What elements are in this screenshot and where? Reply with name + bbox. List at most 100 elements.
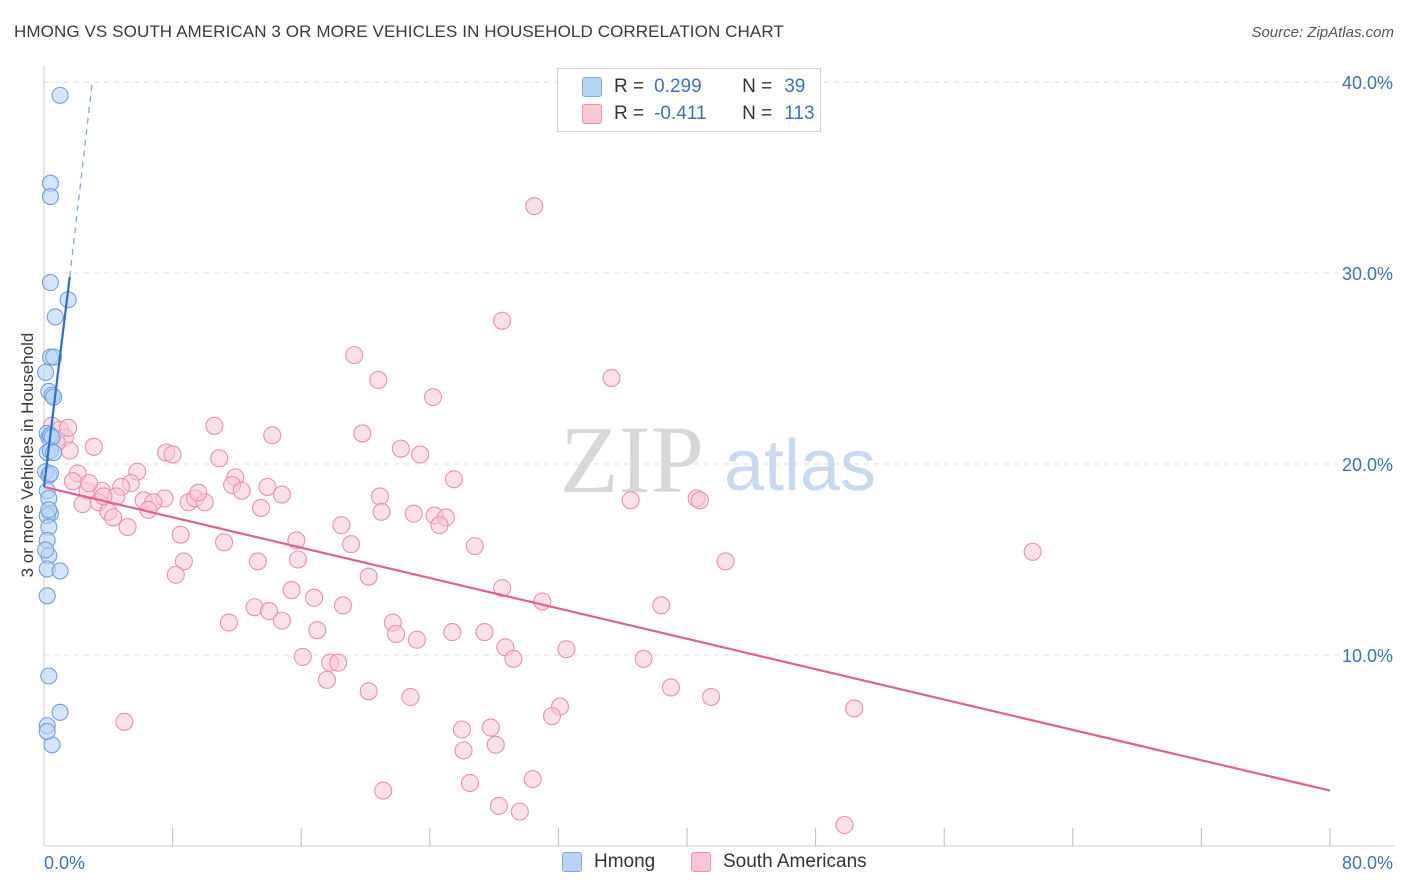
point-south-americans <box>59 418 78 437</box>
point-south-americans <box>63 472 82 491</box>
point-south-americans <box>542 707 562 726</box>
point-south-americans <box>329 653 348 672</box>
point-hmong <box>40 501 58 519</box>
legend-row-hmong: R = 0.299 N = 39 <box>582 74 805 100</box>
point-hmong <box>51 703 69 721</box>
watermark: ZIP atlas <box>560 406 876 513</box>
point-south-americans <box>370 487 390 506</box>
point-south-americans <box>308 621 327 640</box>
point-south-americans <box>293 647 312 666</box>
bottom-legend-hmong: Hmong <box>562 851 655 873</box>
x-tick-label: 80.0% <box>1342 853 1393 873</box>
y-tick-label: 40.0% <box>1342 73 1393 93</box>
point-south-americans <box>372 502 391 521</box>
point-hmong <box>37 363 55 381</box>
point-south-americans <box>407 630 426 649</box>
x-tick-label: 0.0% <box>44 853 85 873</box>
point-hmong <box>41 188 59 206</box>
y-tick-label: 30.0% <box>1342 264 1393 284</box>
point-south-americans <box>359 682 378 701</box>
point-south-americans <box>288 550 308 569</box>
point-hmong <box>51 86 69 104</box>
point-south-americans <box>475 623 494 642</box>
point-south-americans <box>248 552 267 571</box>
point-south-americans <box>652 596 671 615</box>
r-value: -0.411 <box>654 103 707 124</box>
point-south-americans <box>557 640 576 659</box>
point-south-americans <box>189 483 208 502</box>
point-south-americans <box>259 602 279 621</box>
n-label: N = <box>742 76 773 97</box>
point-south-americans <box>454 741 473 760</box>
point-south-americans <box>332 516 351 535</box>
point-south-americans <box>174 552 193 571</box>
point-hmong <box>51 562 69 580</box>
point-hmong <box>38 722 56 740</box>
point-south-americans <box>84 437 103 456</box>
point-south-americans <box>205 416 224 435</box>
point-south-americans <box>263 426 282 445</box>
point-south-americans <box>214 533 234 552</box>
point-south-americans <box>341 535 361 554</box>
south-americans-swatch <box>691 852 711 872</box>
point-south-americans <box>523 770 542 789</box>
trend-line-hmong <box>42 276 71 488</box>
point-south-americans <box>533 592 552 611</box>
point-south-americans <box>430 516 449 535</box>
point-south-americans <box>835 815 854 835</box>
trend-line-hmong-extension <box>69 81 93 277</box>
point-south-americans <box>282 581 301 600</box>
point-south-americans <box>621 491 640 510</box>
point-south-americans <box>79 474 99 493</box>
point-south-americans <box>163 445 182 464</box>
tick-labels: 10.0% 20.0% 30.0% 40.0% 0.0% 80.0% <box>44 73 1393 873</box>
point-south-americans <box>118 517 137 537</box>
r-label: R = <box>614 76 645 97</box>
point-hmong <box>38 587 56 605</box>
point-south-americans <box>251 498 271 517</box>
point-hmong <box>41 273 59 292</box>
point-south-americans <box>272 485 291 504</box>
point-south-americans <box>258 477 277 496</box>
n-value: 113 <box>784 103 815 124</box>
source-credit: Source: ZipAtlas.com <box>1251 24 1394 41</box>
point-south-americans <box>345 346 364 365</box>
hmong-swatch <box>582 77 602 97</box>
point-south-americans <box>386 624 406 644</box>
point-south-americans <box>411 445 430 464</box>
series-hmong <box>37 86 77 754</box>
y-tick-label: 10.0% <box>1342 646 1393 666</box>
legend-row-south-americans: R = -0.411 N = 113 <box>582 101 815 127</box>
point-south-americans <box>166 565 185 584</box>
point-south-americans <box>404 504 423 523</box>
point-south-americans <box>634 649 653 668</box>
point-south-americans <box>481 718 500 737</box>
point-south-americans <box>232 481 251 500</box>
point-south-americans <box>333 596 353 615</box>
point-south-americans <box>171 525 190 544</box>
y-tick-label: 20.0% <box>1342 455 1393 475</box>
grid-lines <box>44 81 1394 656</box>
point-south-americans <box>602 368 621 388</box>
point-south-americans <box>305 588 324 607</box>
hmong-legend-label: Hmong <box>594 851 656 872</box>
n-value: 39 <box>784 76 806 97</box>
point-south-americans <box>493 579 512 598</box>
point-south-americans <box>115 712 134 731</box>
point-south-americans <box>219 613 238 632</box>
point-south-americans <box>493 311 512 330</box>
point-south-americans <box>353 424 372 443</box>
point-south-americans <box>504 649 523 668</box>
point-south-americans <box>369 370 388 390</box>
point-hmong <box>40 667 58 685</box>
point-south-americans <box>391 439 410 458</box>
point-south-americans <box>359 567 378 586</box>
point-south-americans <box>374 781 393 800</box>
point-south-americans <box>444 470 463 489</box>
point-south-americans <box>690 491 709 510</box>
point-south-americans <box>845 699 864 718</box>
point-south-americans <box>423 388 443 407</box>
point-south-americans <box>401 687 420 707</box>
point-south-americans <box>317 670 336 689</box>
